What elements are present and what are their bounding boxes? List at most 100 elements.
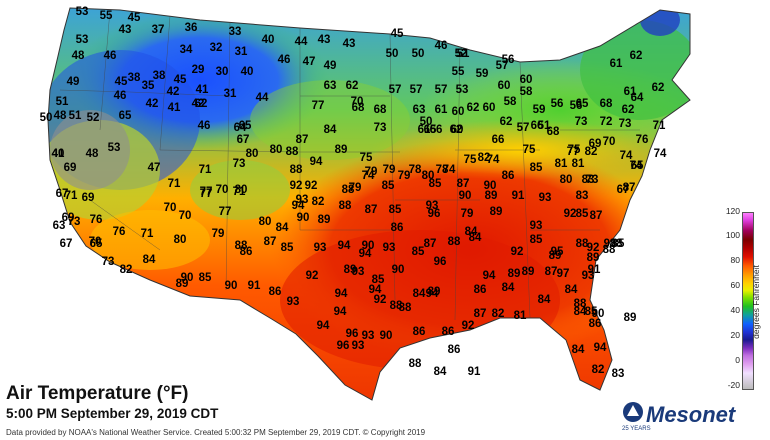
- station-temperature: 57: [389, 84, 402, 96]
- station-temperature: 88: [235, 240, 248, 252]
- station-temperature: 94: [317, 320, 330, 332]
- station-temperature: 79: [461, 208, 474, 220]
- station-temperature: 46: [104, 50, 117, 62]
- station-temperature: 88: [448, 236, 461, 248]
- station-temperature: 92: [587, 242, 600, 254]
- station-temperature: 94: [334, 306, 347, 318]
- station-temperature: 87: [590, 210, 603, 222]
- station-temperature: 90: [225, 280, 238, 292]
- station-temperature: 41: [196, 84, 209, 96]
- station-temperature: 76: [113, 226, 126, 238]
- station-temperature: 82: [492, 308, 505, 320]
- station-temperature: 91: [588, 264, 601, 276]
- station-temperature: 53: [108, 142, 121, 154]
- station-temperature: 83: [612, 368, 625, 380]
- station-temperature: 49: [324, 60, 337, 72]
- station-temperature: 87: [264, 236, 277, 248]
- station-temperature: 73: [68, 216, 81, 228]
- station-temperature: 89: [335, 144, 348, 156]
- station-temperature: 48: [54, 110, 67, 122]
- station-temperature: 47: [148, 162, 161, 174]
- station-temperature: 36: [185, 22, 198, 34]
- station-temperature: 56: [502, 54, 515, 66]
- station-temperature: 90: [592, 308, 605, 320]
- station-temperature: 60: [452, 106, 465, 118]
- station-temperature: 85: [612, 238, 625, 250]
- station-temperature: 85: [372, 274, 385, 286]
- legend-tick: 60: [730, 280, 740, 290]
- station-temperature: 91: [248, 280, 261, 292]
- station-temperature: 43: [343, 38, 356, 50]
- station-temperature: 84: [324, 124, 337, 136]
- station-temperature: 85: [389, 204, 402, 216]
- station-temperature: 77: [219, 206, 232, 218]
- station-temperature: 74: [620, 150, 633, 162]
- station-temperature: 94: [359, 248, 372, 260]
- station-temperature: 65: [119, 110, 132, 122]
- legend-tick: 80: [730, 255, 740, 265]
- station-temperature: 76: [90, 214, 103, 226]
- station-temperature: 50: [386, 48, 399, 60]
- station-temperature: 42: [146, 98, 159, 110]
- station-temperature: 51: [56, 96, 69, 108]
- station-temperature: 87: [623, 182, 636, 194]
- station-temperature: 92: [306, 270, 319, 282]
- station-temperature: 67: [60, 238, 73, 250]
- station-temperature: 75: [464, 154, 477, 166]
- station-temperature: 46: [198, 120, 211, 132]
- station-temperature: 88: [399, 302, 412, 314]
- station-temperature: 96: [346, 328, 359, 340]
- station-temperature: 44: [256, 92, 269, 104]
- station-temperature: 84: [538, 294, 551, 306]
- station-temperature: 55: [100, 10, 113, 22]
- station-temperature: 73: [586, 174, 599, 186]
- station-temperature: 89: [485, 190, 498, 202]
- station-temperature: 61: [624, 86, 637, 98]
- station-temperature: 64: [234, 122, 247, 134]
- station-temperature: 74: [443, 164, 456, 176]
- mesonet-logo: Mesonet 25 YEARS: [622, 400, 770, 436]
- oklahoma-badge-icon: [623, 402, 643, 422]
- station-temperature: 40: [241, 66, 254, 78]
- station-temperature: 85: [281, 242, 294, 254]
- station-temperature: 85: [576, 208, 589, 220]
- legend-color-bar: [742, 212, 754, 390]
- station-temperature: 66: [531, 120, 544, 132]
- station-temperature: 53: [76, 34, 89, 46]
- station-temperature: 70: [351, 96, 364, 108]
- station-temperature: 63: [413, 104, 426, 116]
- station-temperature: 71: [168, 178, 181, 190]
- station-temperature: 35: [142, 80, 155, 92]
- station-temperature: 95: [551, 246, 564, 258]
- station-temperature: 31: [235, 46, 248, 58]
- station-temperature: 60: [483, 102, 496, 114]
- station-temperature: 82: [312, 196, 325, 208]
- station-temperature: 61: [610, 58, 623, 70]
- station-temperature: 85: [382, 180, 395, 192]
- station-temperature: 83: [582, 174, 595, 186]
- station-temperature: 53: [76, 6, 89, 18]
- station-temperature: 94: [292, 200, 305, 212]
- station-temperature: 94: [426, 288, 439, 300]
- station-temperature: 67: [56, 188, 69, 200]
- station-temperature: 41: [52, 148, 65, 160]
- station-temperature: 50: [40, 112, 53, 124]
- station-temperature: 89: [318, 214, 331, 226]
- station-temperature: 94: [369, 284, 382, 296]
- station-temperature: 94: [594, 342, 607, 354]
- station-temperature: 96: [434, 256, 447, 268]
- station-temperature: 48: [86, 148, 99, 160]
- station-temperature: 80: [422, 170, 435, 182]
- station-temperature: 89: [508, 268, 521, 280]
- station-temperature: 79: [398, 170, 411, 182]
- station-temperature: 84: [143, 254, 156, 266]
- station-temperature: 88: [409, 358, 422, 370]
- station-temperature: 33: [229, 26, 242, 38]
- station-temperature: 86: [589, 318, 602, 330]
- station-temperature: 82: [478, 152, 491, 164]
- station-temperature: 84: [413, 288, 426, 300]
- station-temperature: 93: [582, 270, 595, 282]
- station-temperature: 92: [305, 180, 318, 192]
- station-temperature: 96: [428, 208, 441, 220]
